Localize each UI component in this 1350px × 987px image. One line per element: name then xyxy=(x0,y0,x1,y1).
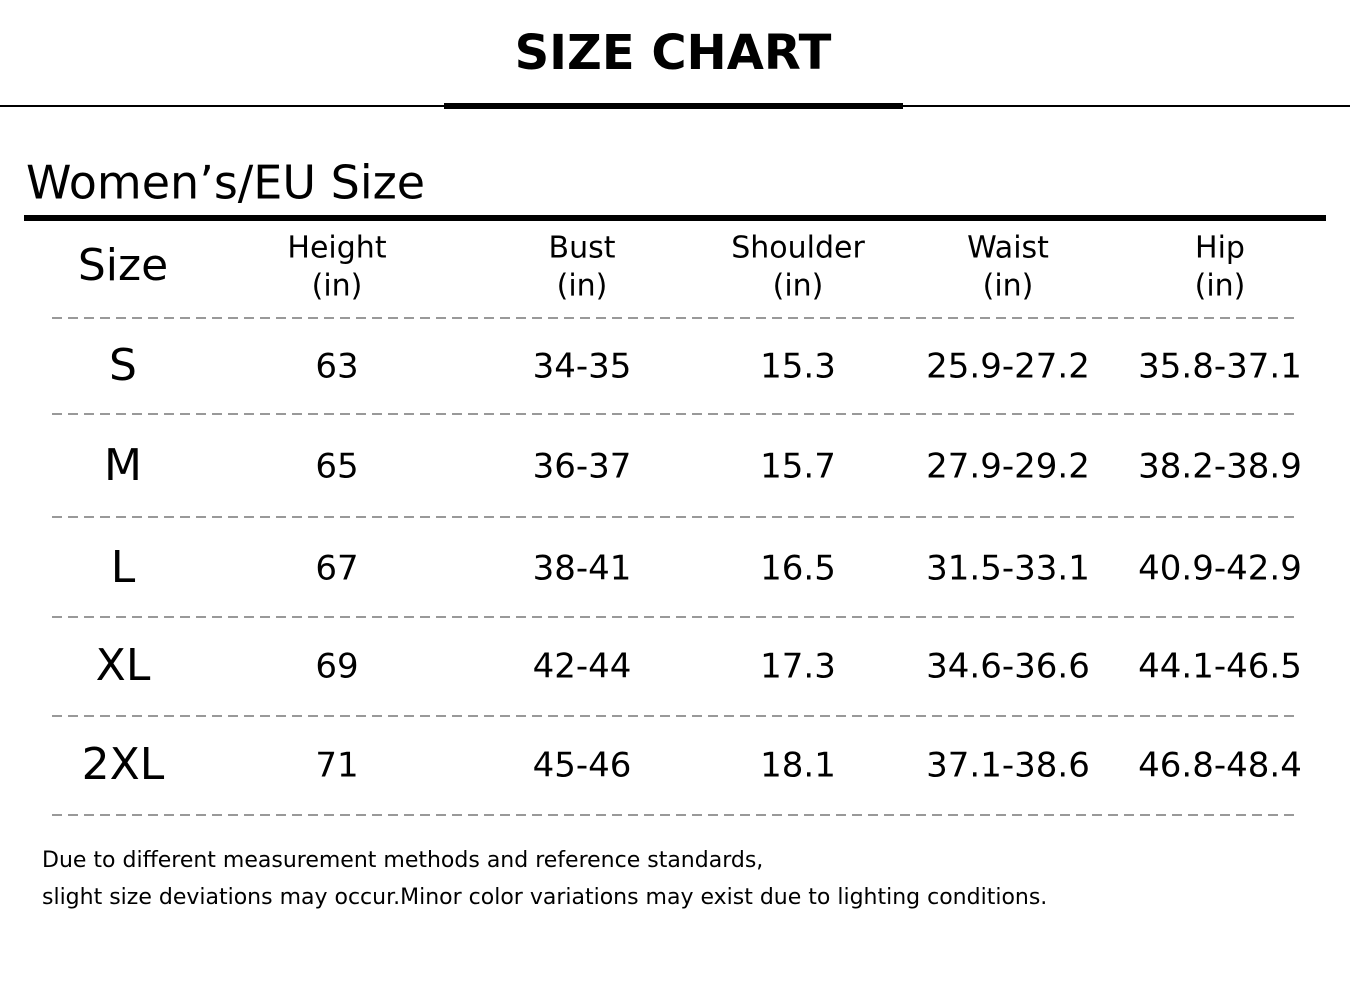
note-line: Due to different measurement methods and… xyxy=(42,848,763,873)
measurement: 71 xyxy=(315,746,358,786)
measurement: 15.3 xyxy=(760,347,836,387)
measurement: 45-46 xyxy=(533,746,632,786)
measurement: 65 xyxy=(315,447,358,487)
column-name: Shoulder xyxy=(731,231,865,266)
measurement: 17.3 xyxy=(760,647,836,687)
measurement: 31.5-33.1 xyxy=(926,549,1090,589)
size-label: M xyxy=(104,440,142,491)
column-name: Bust xyxy=(549,231,616,266)
section-title: Women’s/EU Size xyxy=(26,156,425,210)
measurement: 67 xyxy=(315,549,358,589)
measurement: 25.9-27.2 xyxy=(926,347,1090,387)
measurement: 69 xyxy=(315,647,358,687)
measurement: 35.8-37.1 xyxy=(1138,347,1302,387)
measurement: 38-41 xyxy=(533,549,632,589)
size-label: XL xyxy=(96,640,151,691)
size-label: L xyxy=(111,542,136,593)
column-name: Hip xyxy=(1195,231,1245,266)
measurement: 63 xyxy=(315,347,358,387)
measurement: 38.2-38.9 xyxy=(1138,447,1302,487)
column-name: Height xyxy=(287,231,386,266)
column-unit: (in) xyxy=(312,269,363,304)
column-unit: (in) xyxy=(983,269,1034,304)
measurement: 40.9-42.9 xyxy=(1138,549,1302,589)
measurement: 34-35 xyxy=(533,347,632,387)
measurement: 36-37 xyxy=(533,447,632,487)
column-unit: (in) xyxy=(1195,269,1246,304)
measurement: 44.1-46.5 xyxy=(1138,647,1302,687)
column-name: Size xyxy=(78,240,168,291)
measurement: 34.6-36.6 xyxy=(926,647,1090,687)
measurement: 16.5 xyxy=(760,549,836,589)
measurement: 46.8-48.4 xyxy=(1138,746,1302,786)
page-title: SIZE CHART xyxy=(515,25,832,81)
measurement: 37.1-38.6 xyxy=(926,746,1090,786)
note-line: slight size deviations may occur.Minor c… xyxy=(42,885,1047,910)
measurement: 27.9-29.2 xyxy=(926,447,1090,487)
column-name: Waist xyxy=(967,231,1049,266)
measurement: 42-44 xyxy=(533,647,632,687)
size-label: 2XL xyxy=(82,739,165,790)
measurement: 15.7 xyxy=(760,447,836,487)
column-unit: (in) xyxy=(557,269,608,304)
column-unit: (in) xyxy=(773,269,824,304)
size-label: S xyxy=(109,340,137,391)
measurement: 18.1 xyxy=(760,746,836,786)
